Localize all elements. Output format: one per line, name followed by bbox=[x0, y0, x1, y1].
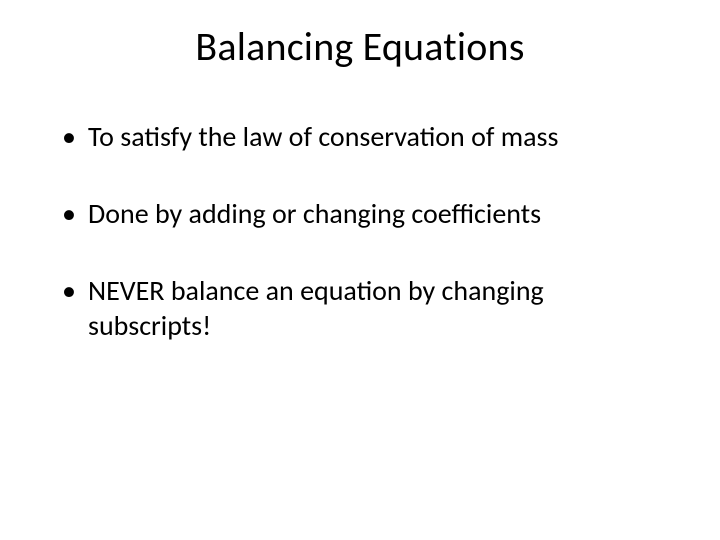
bullet-item: To satisfy the law of conservation of ma… bbox=[62, 119, 672, 154]
bullet-list: To satisfy the law of conservation of ma… bbox=[48, 119, 672, 343]
slide-container: Balancing Equations To satisfy the law o… bbox=[0, 0, 720, 540]
bullet-item: NEVER balance an equation by changing su… bbox=[62, 273, 672, 343]
slide-title: Balancing Equations bbox=[48, 22, 672, 71]
bullet-item: Done by adding or changing coefficients bbox=[62, 196, 672, 231]
